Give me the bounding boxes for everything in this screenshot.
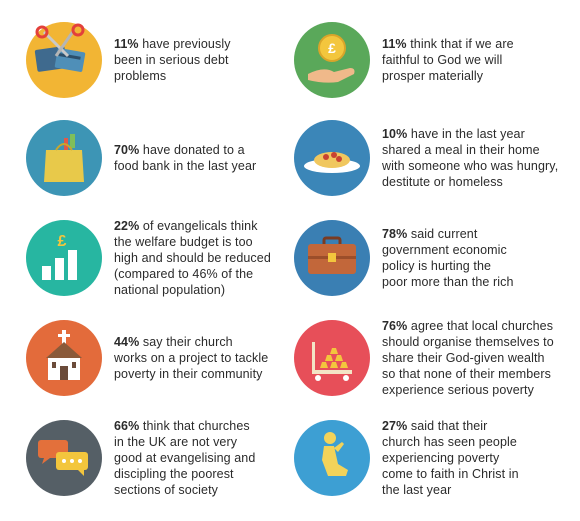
stat-item-prosperity: £ 11% think that if we are faithful to G… bbox=[294, 22, 580, 122]
stat-text: prosper materially bbox=[382, 69, 484, 83]
stat-value: 44% bbox=[114, 335, 140, 349]
gold-trolley-icon bbox=[294, 320, 370, 396]
pound-bar-chart-icon: £ bbox=[26, 220, 102, 296]
stat-text: with someone who was hungry, bbox=[382, 159, 559, 173]
stat-item-welfare: £ 22% of evangelicals think the welfare … bbox=[26, 219, 316, 320]
stat-text: been in serious debt bbox=[114, 53, 229, 67]
stat-text: poor more than the rich bbox=[382, 275, 514, 289]
stat-item-faith-in-christ: 27% said that their church has seen peop… bbox=[294, 419, 580, 520]
stat-text: destitute or homeless bbox=[382, 175, 503, 189]
stat-text: so that none of their members bbox=[382, 367, 551, 381]
stat-text: share their God-given wealth bbox=[382, 351, 545, 365]
stat-text: discipling the poorest bbox=[114, 467, 234, 481]
stat-item-debt: 11% have previously been in serious debt… bbox=[26, 22, 316, 122]
stat-text: faithful to God we will bbox=[382, 53, 503, 67]
svg-text:£: £ bbox=[328, 40, 336, 56]
church-icon bbox=[26, 320, 102, 396]
stat-value: 78% bbox=[382, 227, 408, 241]
stat-value: 66% bbox=[114, 419, 140, 433]
stat-item-food-bank: 70% have donated to a food bank in the l… bbox=[26, 120, 316, 220]
stat-text: come to faith in Christ in bbox=[382, 467, 519, 481]
stat-text: experiencing poverty bbox=[382, 451, 500, 465]
stat-text: have donated to a bbox=[139, 143, 245, 157]
stat-text: works on a project to tackle bbox=[114, 351, 269, 365]
stat-text: government economic bbox=[382, 243, 507, 257]
stat-value: 10% bbox=[382, 127, 408, 141]
stat-text: have in the last year bbox=[407, 127, 525, 141]
stat-text: think that churches bbox=[139, 419, 250, 433]
stat-text: think that if we are bbox=[406, 37, 514, 51]
stat-item-evangelising: 66% think that churches in the UK are no… bbox=[26, 419, 316, 520]
stat-text: church has seen people bbox=[382, 435, 517, 449]
stat-text: high and should be reduced bbox=[114, 251, 271, 265]
stat-text: problems bbox=[114, 69, 167, 83]
stat-value: 70% bbox=[114, 143, 140, 157]
stat-text: said that their bbox=[407, 419, 488, 433]
stat-text: sections of society bbox=[114, 483, 219, 497]
scissors-cards-icon bbox=[26, 22, 102, 98]
stat-text: have previously bbox=[138, 37, 231, 51]
stat-text: said current bbox=[407, 227, 478, 241]
praying-person-icon bbox=[294, 420, 370, 496]
stat-text: the welfare budget is too bbox=[114, 235, 253, 249]
stat-text: food bank in the last year bbox=[114, 159, 257, 173]
stat-text: poverty in their community bbox=[114, 367, 263, 381]
briefcase-icon bbox=[294, 220, 370, 296]
stat-text: (compared to 46% of the bbox=[114, 267, 254, 281]
stat-value: 27% bbox=[382, 419, 408, 433]
stat-item-church-project: 44% say their church works on a project … bbox=[26, 320, 316, 420]
stat-text: should organise themselves to bbox=[382, 335, 554, 349]
stat-text: of evangelicals think bbox=[139, 219, 258, 233]
stat-text: shared a meal in their home bbox=[382, 143, 540, 157]
stat-text: the last year bbox=[382, 483, 452, 497]
speech-bubbles-icon bbox=[26, 420, 102, 496]
stat-text: policy is hurting the bbox=[382, 259, 492, 273]
stat-text: in the UK are not very bbox=[114, 435, 238, 449]
stat-text: agree that local churches bbox=[407, 319, 554, 333]
grocery-bag-icon bbox=[26, 120, 102, 196]
stat-text: say their church bbox=[139, 335, 233, 349]
stat-text: national population) bbox=[114, 283, 226, 297]
stat-text: experience serious poverty bbox=[382, 383, 534, 397]
stat-item-share-wealth: 76% agree that local churches should org… bbox=[294, 319, 580, 420]
stat-text: good at evangelising and bbox=[114, 451, 256, 465]
stat-value: 11% bbox=[382, 37, 407, 51]
stat-value: 22% bbox=[114, 219, 140, 233]
coin-hand-icon: £ bbox=[294, 22, 370, 98]
svg-text:£: £ bbox=[58, 233, 67, 250]
stat-item-economic-policy: 78% said current government economic pol… bbox=[294, 220, 580, 320]
stat-value: 76% bbox=[382, 319, 408, 333]
stat-value: 11% bbox=[114, 37, 139, 51]
pasta-plate-icon bbox=[294, 120, 370, 196]
stat-item-shared-meal: 10% have in the last year shared a meal … bbox=[294, 120, 580, 220]
